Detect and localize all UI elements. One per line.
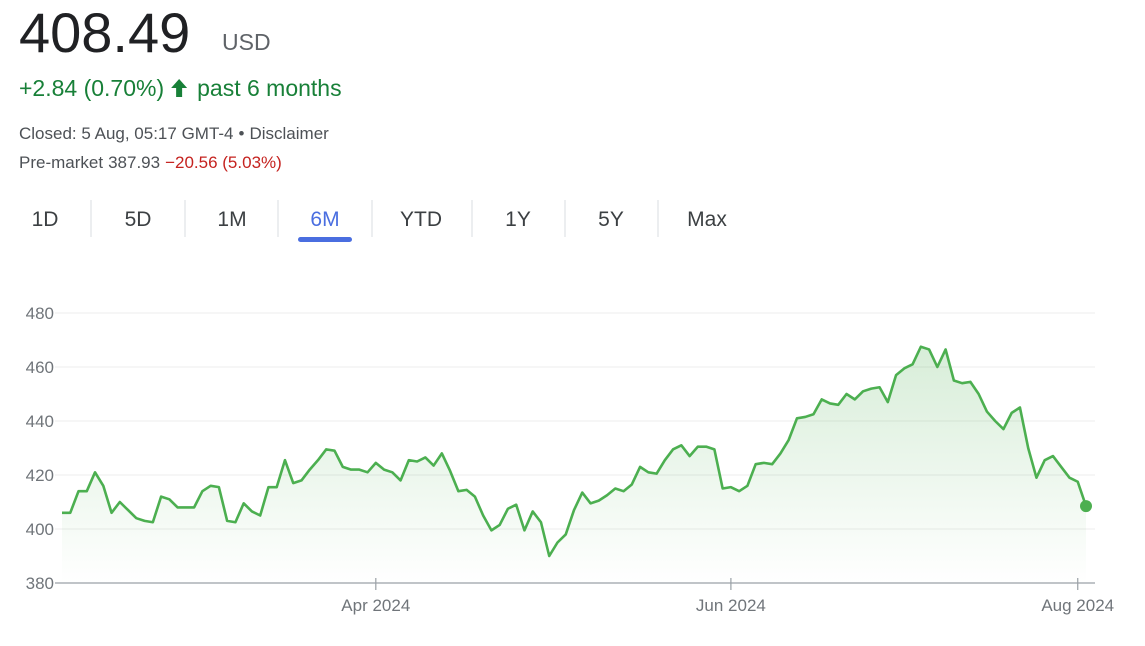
premarket-price: 387.93 bbox=[108, 153, 160, 172]
change-period: past 6 months bbox=[197, 75, 341, 101]
premarket-change: −20.56 (5.03%) bbox=[165, 153, 282, 172]
last-price-dot bbox=[1080, 500, 1092, 513]
premarket-line: Pre-market 387.93 −20.56 (5.03%) bbox=[19, 153, 282, 172]
closed-time: Closed: 5 Aug, 05:17 GMT-4 bbox=[19, 124, 234, 143]
tab[interactable]: 5Y bbox=[598, 208, 624, 231]
closed-line: Closed: 5 Aug, 05:17 GMT-4 • Disclaimer bbox=[19, 124, 329, 143]
tab[interactable]: Max bbox=[687, 208, 727, 231]
price-change: +2.84 (0.70%) bbox=[19, 75, 164, 101]
price: 408.49 bbox=[19, 1, 190, 64]
x-tick-label: Jun 2024 bbox=[696, 596, 766, 615]
price-area bbox=[62, 346, 1086, 583]
y-tick-label: 440 bbox=[26, 412, 54, 431]
y-tick-label: 480 bbox=[26, 304, 54, 323]
y-tick-label: 380 bbox=[26, 574, 54, 593]
range-tabs: 1D 5D 1M 6M YTD 1Y 5Y Max bbox=[32, 200, 727, 242]
separator: • bbox=[239, 124, 245, 143]
tab[interactable]: YTD bbox=[400, 208, 442, 231]
tab[interactable]: 5D bbox=[125, 208, 152, 231]
tab[interactable]: 1M bbox=[217, 208, 246, 231]
tab[interactable]: 1D bbox=[32, 208, 59, 231]
tab[interactable]: 1Y bbox=[505, 208, 531, 231]
premarket-label: Pre-market bbox=[19, 153, 103, 172]
disclaimer-link[interactable]: Disclaimer bbox=[249, 124, 329, 143]
y-tick-label: 460 bbox=[26, 358, 54, 377]
up-arrow-icon bbox=[171, 79, 188, 97]
tab-selected[interactable]: 6M bbox=[310, 208, 339, 231]
x-tick-label: Apr 2024 bbox=[341, 596, 410, 615]
currency: USD bbox=[222, 29, 271, 55]
tab-underline bbox=[298, 237, 352, 242]
x-tick-label: Aug 2024 bbox=[1041, 596, 1114, 615]
quote-header: 408.49 USD +2.84 (0.70%) past 6 months C… bbox=[19, 1, 342, 172]
price-line bbox=[62, 345, 1088, 558]
y-tick-label: 400 bbox=[26, 520, 54, 539]
y-tick-label: 420 bbox=[26, 466, 54, 485]
chart: 380 400 420 440 460 480 Apr 2024 Jun 2024 Aug 20… bbox=[26, 304, 1115, 615]
